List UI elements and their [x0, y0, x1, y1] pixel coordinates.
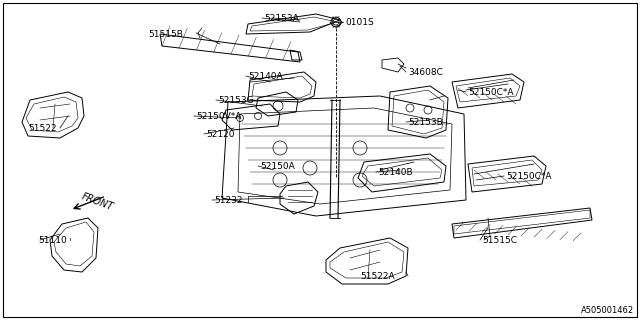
- Text: 52150V*A: 52150V*A: [196, 112, 241, 121]
- Text: A505001462: A505001462: [581, 306, 634, 315]
- Text: 34608C: 34608C: [408, 68, 443, 77]
- Text: 52140B: 52140B: [378, 168, 413, 177]
- Text: 51515C: 51515C: [482, 236, 517, 245]
- Text: 0101S: 0101S: [345, 18, 374, 27]
- Text: 52153G: 52153G: [218, 96, 253, 105]
- Text: 51522: 51522: [28, 124, 56, 133]
- Text: 52150C*A: 52150C*A: [506, 172, 552, 181]
- Text: 51232: 51232: [214, 196, 243, 205]
- Text: 52150C*A: 52150C*A: [468, 88, 513, 97]
- Text: 52153A: 52153A: [264, 14, 299, 23]
- Text: 52140A: 52140A: [248, 72, 283, 81]
- Text: 51515B: 51515B: [148, 30, 183, 39]
- Text: 52150A: 52150A: [260, 162, 295, 171]
- Text: 52153B: 52153B: [408, 118, 443, 127]
- Text: 51522A: 51522A: [360, 272, 395, 281]
- Text: FRONT: FRONT: [80, 192, 115, 212]
- Text: 51110: 51110: [38, 236, 67, 245]
- Text: 52120: 52120: [206, 130, 234, 139]
